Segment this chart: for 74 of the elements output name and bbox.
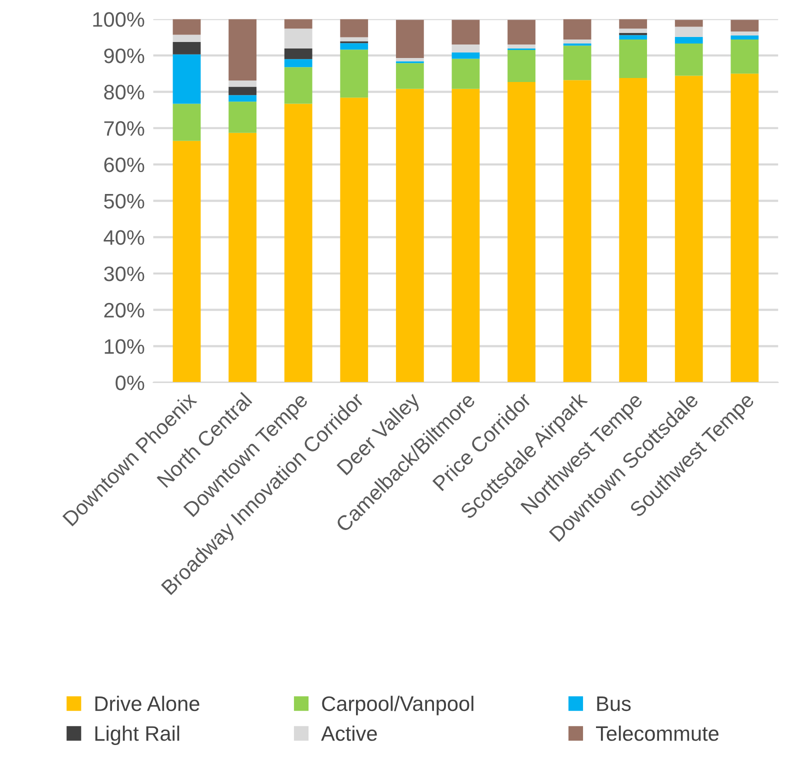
y-tick-label: 0% bbox=[116, 376, 144, 390]
bar bbox=[396, 20, 424, 58]
bar bbox=[284, 48, 312, 60]
y-tick-label: 40% bbox=[104, 230, 144, 245]
bar bbox=[508, 82, 536, 382]
bar bbox=[730, 35, 759, 40]
bar bbox=[172, 19, 201, 35]
bar bbox=[172, 104, 201, 141]
bar bbox=[563, 39, 592, 44]
bar bbox=[396, 63, 424, 89]
bar bbox=[619, 39, 648, 78]
bar bbox=[508, 50, 536, 82]
legend-label: Telecommute bbox=[596, 726, 718, 741]
legend-label: Carpool/Vanpool bbox=[322, 696, 474, 716]
bar bbox=[172, 34, 201, 42]
bar bbox=[228, 19, 256, 81]
bar bbox=[284, 59, 312, 68]
bar bbox=[396, 58, 424, 62]
legend-label: Drive Alone bbox=[95, 696, 200, 712]
bar bbox=[730, 74, 759, 382]
legend-label: Active bbox=[321, 726, 377, 741]
y-tick-label: 20% bbox=[104, 302, 144, 318]
bar bbox=[452, 58, 480, 89]
bar bbox=[452, 20, 480, 45]
bar bbox=[674, 43, 703, 76]
bar bbox=[730, 39, 759, 74]
bar bbox=[172, 54, 201, 104]
bar bbox=[619, 28, 648, 33]
bar bbox=[563, 43, 592, 46]
bar bbox=[619, 32, 648, 36]
bar bbox=[228, 80, 256, 87]
bar bbox=[619, 19, 648, 29]
y-tick-label: 30% bbox=[104, 266, 144, 282]
y-tick-label: 10% bbox=[104, 339, 144, 354]
bar bbox=[730, 20, 759, 32]
bar bbox=[563, 46, 592, 80]
bar bbox=[340, 19, 368, 38]
bar bbox=[228, 132, 256, 382]
bar bbox=[340, 50, 368, 98]
bar bbox=[674, 76, 703, 382]
bar bbox=[674, 20, 703, 27]
bar bbox=[284, 28, 312, 49]
bar bbox=[284, 67, 312, 104]
bar bbox=[619, 78, 648, 382]
y-tick-label: 90% bbox=[104, 48, 144, 64]
bar bbox=[452, 88, 480, 382]
bar bbox=[228, 95, 256, 102]
bar bbox=[340, 98, 368, 382]
y-tick-label: 80% bbox=[104, 84, 144, 100]
bar bbox=[508, 20, 536, 45]
bar bbox=[172, 140, 201, 382]
bar bbox=[563, 80, 592, 382]
y-tick-label: 70% bbox=[104, 121, 144, 136]
legend-label: Light Rail bbox=[95, 726, 180, 746]
legend-label: Bus bbox=[597, 696, 631, 712]
bar bbox=[508, 44, 536, 49]
bar bbox=[228, 86, 256, 96]
bar bbox=[452, 44, 480, 53]
bar bbox=[619, 35, 648, 40]
bar bbox=[674, 36, 703, 44]
bar bbox=[674, 26, 703, 37]
y-tick-label: 100% bbox=[93, 12, 144, 27]
bar bbox=[340, 43, 368, 50]
y-tick-label: 60% bbox=[104, 157, 144, 172]
bar bbox=[284, 104, 312, 382]
y-tick-label: 50% bbox=[104, 194, 144, 209]
bar bbox=[730, 31, 759, 36]
bar bbox=[340, 37, 368, 42]
bar bbox=[396, 88, 424, 382]
bar bbox=[172, 42, 201, 54]
bar bbox=[452, 52, 480, 59]
bar bbox=[284, 19, 312, 29]
bar bbox=[563, 19, 592, 40]
bar bbox=[228, 102, 256, 133]
